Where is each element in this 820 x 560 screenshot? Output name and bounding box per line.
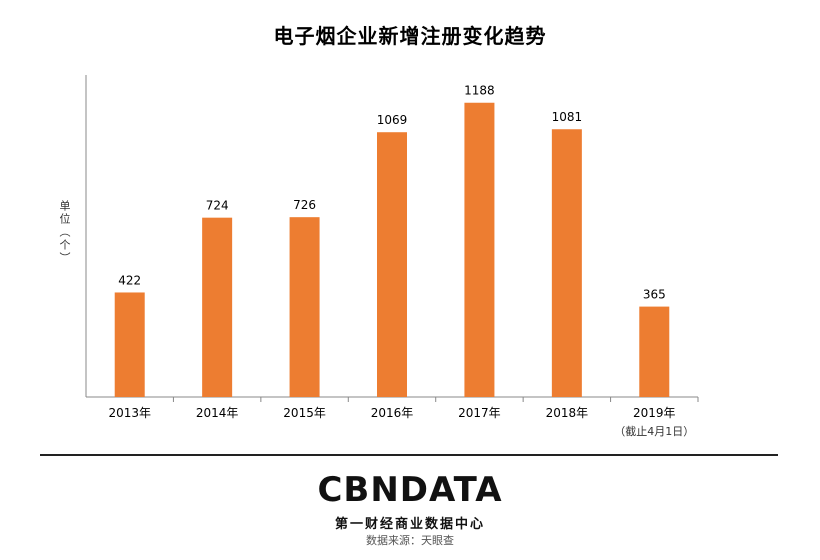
bar-chart: 422 2013年 724 2014年 726 2015年 1069 2016年 1188 201… bbox=[85, 75, 699, 438]
x-tick-label: 2017年 bbox=[458, 406, 501, 420]
data-label: 365 bbox=[643, 288, 666, 302]
data-source: 数据来源：天眼查 bbox=[366, 534, 454, 547]
x-tick-label: 2013年 bbox=[108, 406, 151, 420]
bar-2016年 bbox=[377, 132, 407, 397]
x-tick-label: 2014年 bbox=[196, 406, 239, 420]
data-label: 726 bbox=[293, 198, 316, 212]
x-tick-label: 2019年 bbox=[633, 406, 676, 420]
logo-subtitle: 第一财经商业数据中心 bbox=[334, 517, 485, 532]
data-label: 1081 bbox=[552, 110, 583, 124]
divider bbox=[40, 454, 778, 456]
bar-2015年 bbox=[289, 217, 320, 397]
bar-2017年 bbox=[464, 102, 495, 397]
chart-title: 电子烟企业新增注册变化趋势 bbox=[273, 24, 547, 48]
x-tick-label: 2015年 bbox=[283, 406, 326, 420]
bar-2019年 bbox=[639, 306, 670, 397]
cbndata-logo: CBNDATA bbox=[317, 470, 503, 510]
y-axis-label: 单位（个） bbox=[58, 200, 71, 265]
data-label: 1069 bbox=[377, 113, 408, 127]
bar-2013年 bbox=[114, 292, 145, 397]
x-tick-label: 2018年 bbox=[546, 406, 589, 420]
data-label: 1188 bbox=[464, 84, 495, 98]
bar-2018年 bbox=[551, 129, 582, 397]
data-label: 422 bbox=[118, 273, 141, 287]
bar-2014年 bbox=[202, 217, 233, 397]
data-label: 724 bbox=[206, 199, 229, 213]
x-tick-note: （截止4月1日） bbox=[614, 424, 694, 438]
x-tick-label: 2016年 bbox=[371, 406, 414, 420]
